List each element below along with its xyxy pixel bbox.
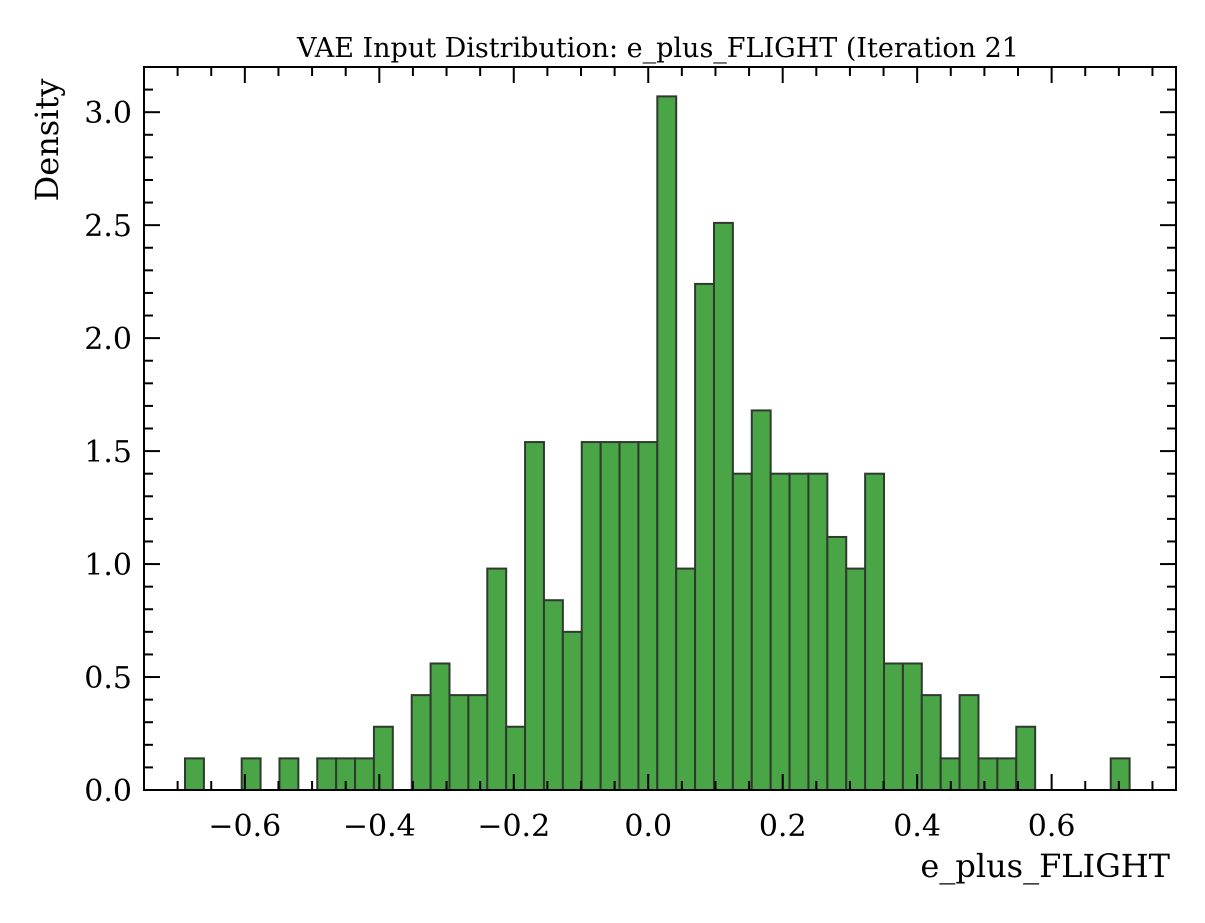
histogram-bar: [542, 599, 564, 792]
histogram-bar: [637, 441, 659, 791]
x-tick-label: 0.2: [759, 809, 807, 844]
histogram-bar: [977, 757, 999, 792]
histogram-bars: [184, 95, 1131, 792]
y-tick-label: 1.0: [84, 548, 132, 583]
y-tick-label: 2.0: [84, 322, 132, 357]
x-tick-label: −0.6: [208, 809, 281, 844]
axis-ticks: [144, 66, 1176, 791]
histogram-bar: [580, 441, 602, 791]
histogram-bar: [467, 694, 489, 792]
histogram-bar: [354, 757, 375, 792]
histogram-bar: [958, 694, 980, 792]
histogram-bar: [524, 441, 545, 791]
y-axis-title: Density: [28, 79, 66, 202]
histogram-bar: [429, 662, 451, 791]
histogram-bar: [675, 567, 697, 791]
x-axis-title: e_plus_FLIGHT: [920, 847, 1170, 885]
histogram-bar: [410, 694, 432, 792]
histogram-bar: [599, 441, 621, 791]
histogram-bar: [864, 472, 886, 791]
histogram-bar: [769, 472, 791, 791]
plot-frame: [143, 66, 1177, 791]
histogram-bar: [712, 221, 734, 792]
histogram-bar: [1109, 757, 1131, 792]
histogram-bar: [901, 662, 923, 791]
x-tick-label: 0.4: [893, 809, 941, 844]
histogram-bar: [788, 472, 810, 791]
y-tick-label: 2.5: [84, 209, 132, 244]
histogram-bar: [996, 757, 1018, 792]
x-tick-label: 0.0: [624, 809, 672, 844]
histogram-bar: [486, 567, 508, 791]
histogram-bar: [372, 725, 394, 791]
histogram-bar: [845, 567, 867, 791]
histogram-bar: [278, 757, 300, 792]
chart-title: VAE Input Distribution: e_plus_FLIGHT (I…: [296, 33, 1019, 64]
histogram-bar: [731, 472, 753, 791]
x-tick-label: 0.6: [1028, 809, 1076, 844]
histogram-bar: [1015, 725, 1037, 791]
axis-tick-labels: −0.6 −0.4 −0.2 0.0 0.2 0.4 0.6 0.0 0.5 1.0 1.5 2.0 2…: [84, 96, 1075, 844]
histogram-bar: [826, 535, 848, 792]
histogram-bar: [883, 662, 904, 791]
histogram-bar: [750, 409, 772, 791]
histogram-bar: [656, 95, 678, 791]
histogram-bar: [184, 757, 205, 792]
histogram-bar: [316, 757, 338, 792]
histogram-bar: [618, 441, 640, 791]
y-tick-label: 1.5: [84, 435, 132, 470]
y-tick-label: 0.5: [84, 661, 132, 696]
histogram-bar: [920, 694, 942, 792]
histogram-bar: [694, 282, 715, 791]
y-tick-label: 0.0: [84, 774, 132, 809]
x-tick-label: −0.2: [477, 809, 550, 844]
histogram-bar: [807, 472, 829, 791]
histogram-bar: [561, 630, 583, 791]
x-tick-label: −0.4: [343, 809, 416, 844]
histogram-bar: [448, 694, 470, 792]
y-tick-label: 3.0: [84, 96, 132, 131]
histogram-bar: [505, 725, 527, 791]
